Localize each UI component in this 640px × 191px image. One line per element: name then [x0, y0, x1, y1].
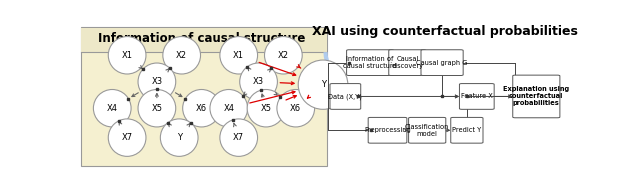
FancyArrowPatch shape — [323, 52, 348, 80]
FancyBboxPatch shape — [81, 27, 327, 166]
Text: X4: X4 — [223, 104, 234, 113]
FancyBboxPatch shape — [347, 50, 394, 75]
Text: X3: X3 — [151, 77, 163, 86]
Text: XAI using counterfactual probabilities: XAI using counterfactual probabilities — [312, 24, 577, 37]
Text: X5: X5 — [260, 104, 271, 113]
Text: Information of
causal structure: Information of causal structure — [343, 56, 397, 69]
Ellipse shape — [93, 90, 131, 127]
Text: Preprocessing: Preprocessing — [364, 127, 411, 133]
FancyBboxPatch shape — [451, 117, 483, 143]
Text: Explanation using
counterfactual
probabilities: Explanation using counterfactual probabi… — [503, 87, 570, 106]
FancyBboxPatch shape — [513, 75, 560, 118]
Ellipse shape — [220, 36, 257, 74]
Ellipse shape — [240, 63, 277, 100]
Ellipse shape — [138, 63, 176, 100]
FancyBboxPatch shape — [388, 50, 426, 75]
Text: X6: X6 — [196, 104, 207, 113]
Ellipse shape — [220, 119, 257, 156]
FancyBboxPatch shape — [408, 117, 446, 143]
Text: X2: X2 — [176, 51, 187, 60]
Ellipse shape — [161, 119, 198, 156]
FancyBboxPatch shape — [330, 84, 361, 109]
Text: Y: Y — [321, 80, 326, 89]
Text: X1: X1 — [122, 51, 132, 60]
Ellipse shape — [210, 90, 248, 127]
Ellipse shape — [108, 119, 146, 156]
Ellipse shape — [277, 90, 315, 127]
Text: X5: X5 — [152, 104, 163, 113]
Text: X3: X3 — [253, 77, 264, 86]
Ellipse shape — [247, 90, 285, 127]
Text: X7: X7 — [122, 133, 132, 142]
FancyBboxPatch shape — [368, 117, 407, 143]
Text: Causal
discovery: Causal discovery — [392, 56, 424, 69]
Text: X7: X7 — [233, 133, 244, 142]
Text: Y: Y — [177, 133, 182, 142]
FancyBboxPatch shape — [460, 84, 494, 109]
Ellipse shape — [108, 36, 146, 74]
Text: Feature X: Feature X — [461, 93, 493, 100]
Text: X2: X2 — [278, 51, 289, 60]
Text: X1: X1 — [233, 51, 244, 60]
Text: Causal graph G: Causal graph G — [417, 60, 468, 66]
Text: Predict Y: Predict Y — [452, 127, 481, 133]
Ellipse shape — [163, 36, 200, 74]
Text: Classification
model: Classification model — [405, 124, 449, 137]
Ellipse shape — [182, 90, 220, 127]
FancyBboxPatch shape — [421, 50, 463, 75]
Text: X4: X4 — [107, 104, 118, 113]
Text: Data (X,Y): Data (X,Y) — [328, 93, 362, 100]
Text: Information of causal structure: Information of causal structure — [98, 32, 305, 45]
FancyBboxPatch shape — [81, 28, 327, 52]
Text: X6: X6 — [290, 104, 301, 113]
Ellipse shape — [138, 90, 176, 127]
Ellipse shape — [298, 60, 348, 109]
Ellipse shape — [264, 36, 302, 74]
